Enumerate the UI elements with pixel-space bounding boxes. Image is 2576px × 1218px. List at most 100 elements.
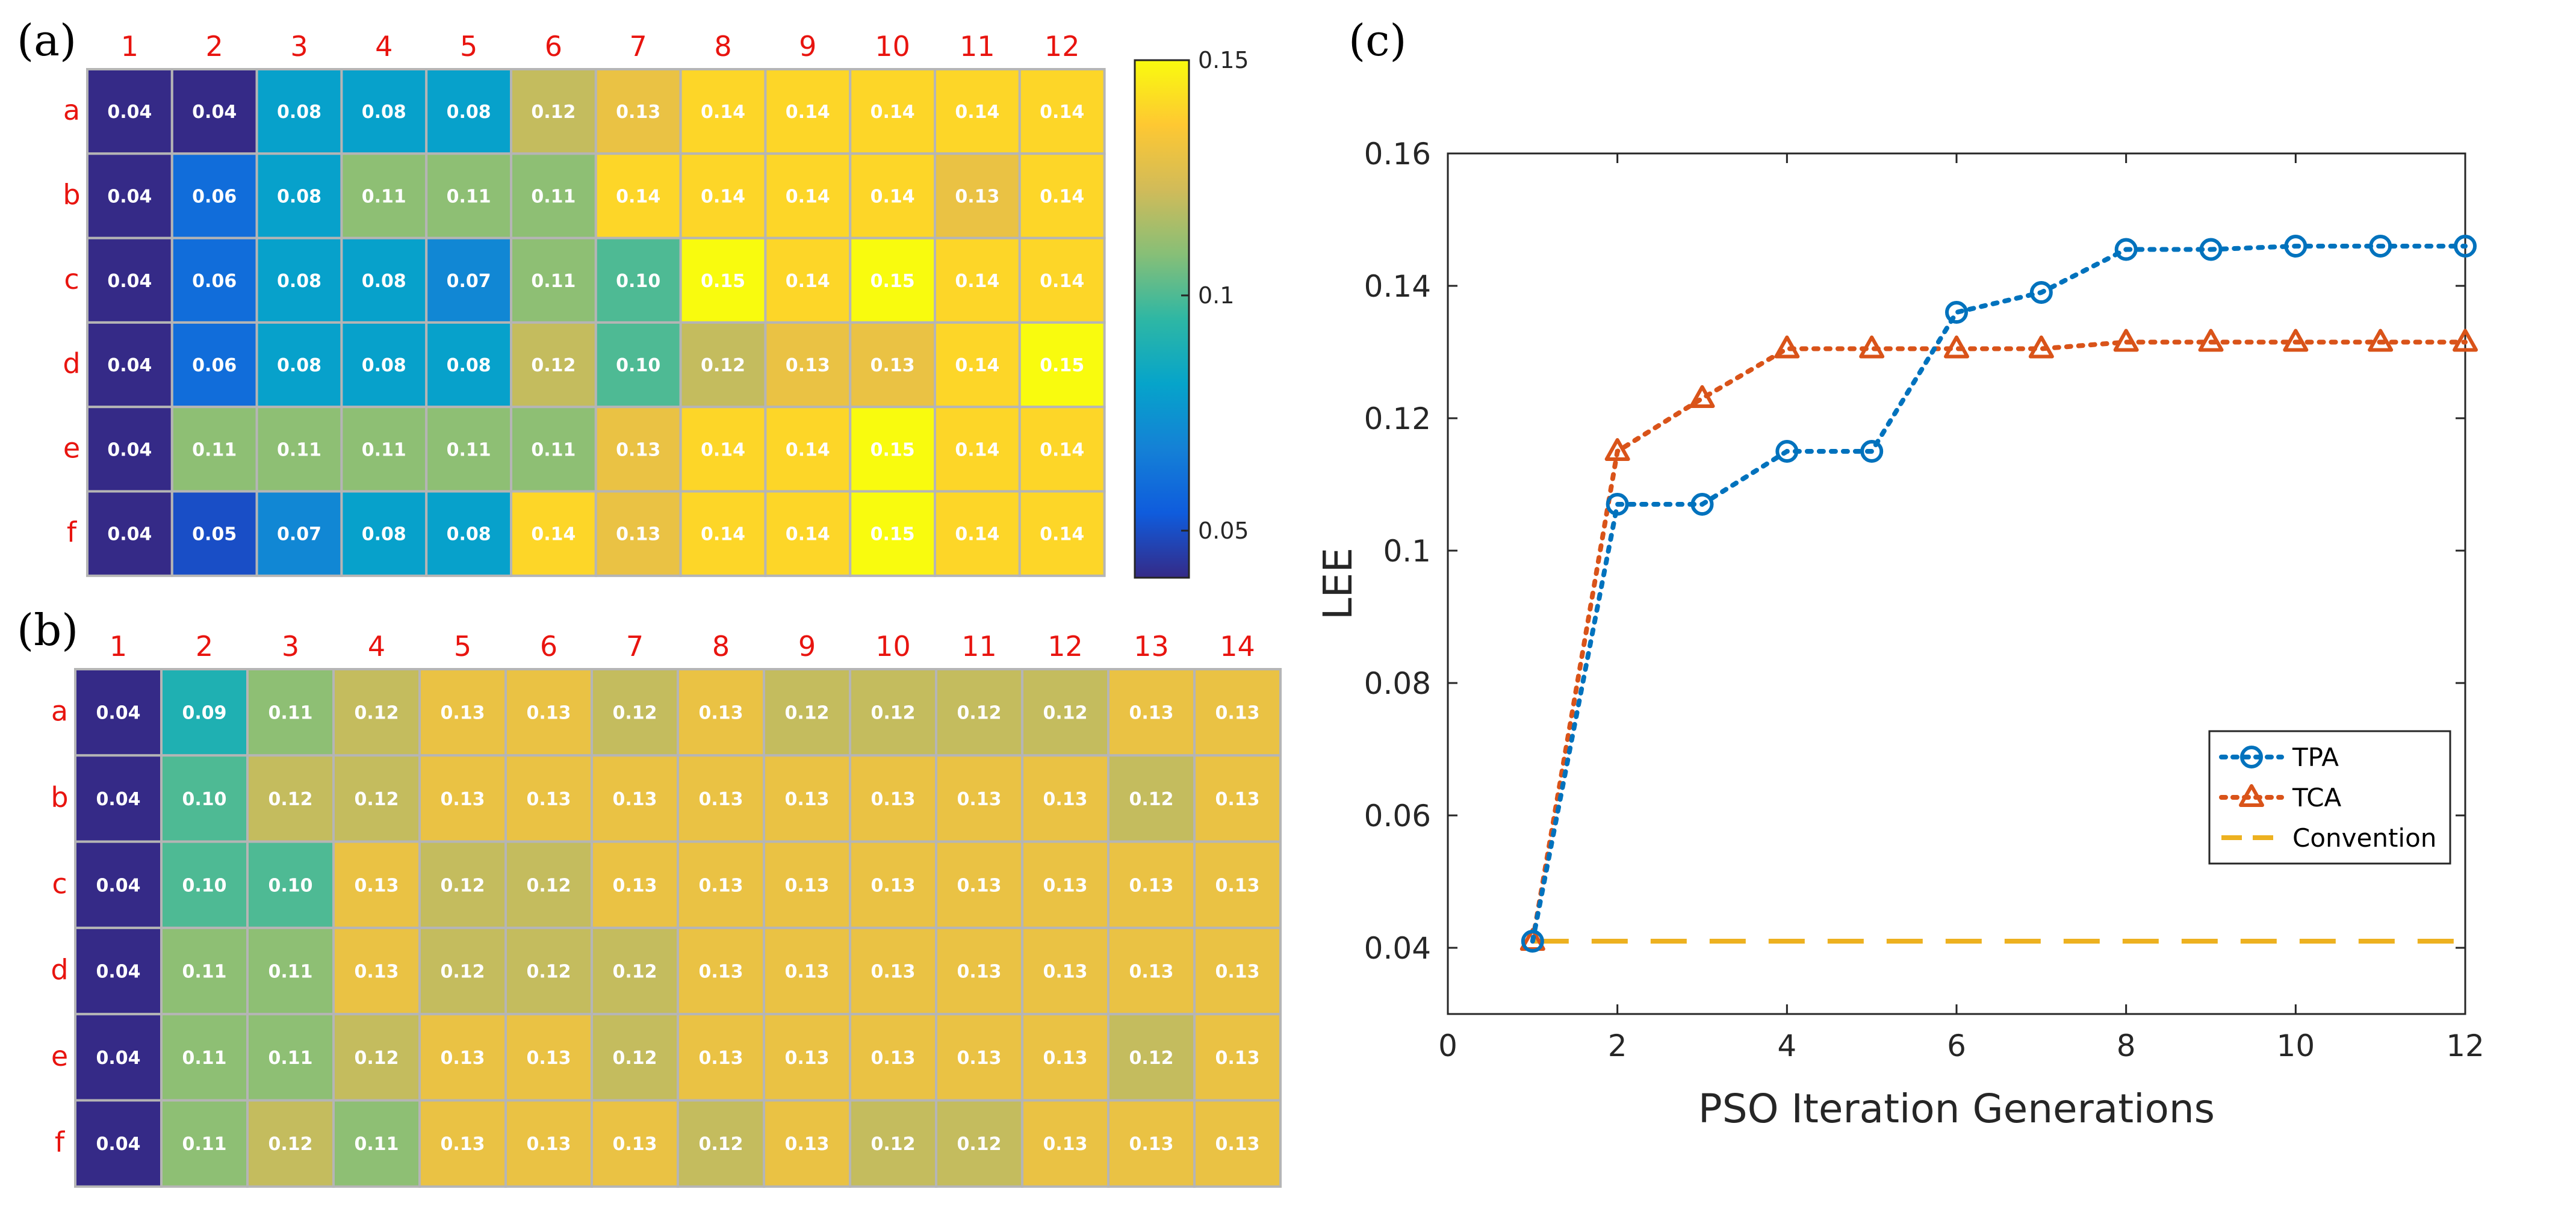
column-label: 13 (1134, 630, 1169, 663)
heatmap-cell-value: 0.10 (268, 875, 312, 896)
heatmap-cell-value: 0.08 (362, 355, 406, 376)
heatmap-cell-value: 0.12 (612, 1048, 657, 1069)
heatmap-cell-value: 0.10 (182, 789, 226, 810)
heatmap-cell-value: 0.13 (1129, 962, 1173, 983)
heatmap-cell-value: 0.13 (354, 875, 399, 896)
colorbar: 0.15 0.1 0.05 (1134, 47, 1249, 579)
heatmap-cell (1021, 926, 1110, 1016)
heatmap-cell-value: 0.10 (616, 271, 660, 292)
heatmap-cell-value: 0.04 (192, 102, 237, 123)
heatmap-cell-value: 0.13 (786, 355, 830, 376)
heatmap-cell (679, 152, 767, 240)
heatmap-cell-value: 0.13 (784, 1048, 829, 1069)
heatmap-cell (1193, 1013, 1282, 1102)
heatmap-cell-value: 0.14 (786, 271, 830, 292)
heatmap-cell (1107, 754, 1196, 843)
heatmap-cell (1107, 668, 1196, 757)
heatmap-cell-value: 0.08 (447, 524, 491, 545)
colorbar-tick-label: 0.05 (1198, 518, 1249, 544)
heatmap-cell-value: 0.11 (268, 703, 312, 724)
heatmap-cell (170, 152, 258, 240)
heatmap-b: 0.04 0.09 0.11 0.12 0.13 0.13 0.12 0.13 0.12 0.12… (51, 630, 1282, 1188)
heatmap-cell (1193, 840, 1282, 929)
heatmap-cell-value: 0.13 (526, 703, 571, 724)
heatmap-cell-value: 0.12 (701, 355, 745, 376)
x-axis-label: PSO Iteration Generations (1698, 1086, 2215, 1132)
legend-label-convention: Convention (2292, 823, 2436, 853)
heatmap-cell (160, 1099, 249, 1188)
heatmap-cell-value: 0.15 (701, 271, 745, 292)
heatmap-cell-value: 0.06 (192, 271, 237, 292)
heatmap-cell-value: 0.14 (701, 439, 745, 460)
heatmap-cell-value: 0.13 (698, 1048, 743, 1069)
heatmap-a: 0.04 0.04 0.08 0.08 0.08 0.12 0.13 0.14 0.14 0.14… (63, 30, 1106, 577)
heatmap-cell (86, 321, 173, 409)
heatmap-cell (679, 68, 767, 155)
heatmap-cell (504, 668, 593, 757)
heatmap-cell-value: 0.15 (871, 524, 915, 545)
heatmap-cell-value: 0.13 (440, 1134, 485, 1155)
heatmap-cell (1107, 1099, 1196, 1188)
legend-marker-tca (2239, 784, 2264, 807)
heatmap-cell-value: 0.05 (192, 524, 237, 545)
heatmap-cell-value: 0.13 (1043, 1048, 1087, 1069)
heatmap-cell-value: 0.14 (531, 524, 576, 545)
heatmap-cell-value: 0.08 (447, 355, 491, 376)
data-point-tca (1689, 385, 1715, 408)
heatmap-cell-value: 0.13 (1215, 962, 1259, 983)
y-axis-label: LEE (1315, 548, 1361, 620)
heatmap-cell (764, 490, 852, 577)
heatmap-cell-value: 0.12 (354, 789, 399, 810)
heatmap-cell-value: 0.13 (871, 875, 915, 896)
panel-label-c: (c) (1349, 15, 1407, 66)
heatmap-cell-value: 0.12 (871, 1134, 915, 1155)
y-tick-label: 0.04 (1364, 931, 1431, 966)
heatmap-cell-value: 0.11 (531, 271, 576, 292)
heatmap-cell (246, 754, 335, 843)
data-point-tpa (1945, 301, 1968, 324)
column-label: 12 (1047, 630, 1083, 663)
heatmap-cell-value: 0.13 (957, 1048, 1001, 1069)
heatmap-cell-value: 0.14 (955, 439, 999, 460)
heatmap-cell (764, 152, 852, 240)
heatmap-cell-value: 0.13 (784, 962, 829, 983)
heatmap-cell-value: 0.09 (182, 703, 226, 724)
heatmap-cell (170, 68, 258, 155)
heatmap-cell-value: 0.04 (96, 962, 140, 983)
heatmap-cell (340, 152, 428, 240)
heatmap-cell-value: 0.13 (1129, 703, 1173, 724)
x-tick-label: 2 (1608, 1028, 1627, 1063)
heatmap-cell (763, 668, 851, 757)
heatmap-cell-value: 0.10 (616, 355, 660, 376)
heatmap-cell (332, 754, 421, 843)
heatmap-cell-value: 0.13 (784, 1134, 829, 1155)
heatmap-cell-value: 0.13 (612, 875, 657, 896)
heatmap-cell (86, 490, 173, 577)
heatmap-cell-value: 0.12 (957, 703, 1001, 724)
heatmap-cell-value: 0.06 (192, 186, 237, 207)
column-label: 4 (375, 30, 393, 63)
heatmap-cell (849, 490, 936, 577)
heatmap-cell-value: 0.13 (1215, 1048, 1259, 1069)
heatmap-cell-value: 0.13 (1043, 1134, 1087, 1155)
data-point-tca (2453, 329, 2478, 352)
panel-label-b: (b) (17, 605, 78, 655)
heatmap-cell (849, 321, 936, 409)
heatmap-cell-value: 0.12 (612, 703, 657, 724)
heatmap-cell (510, 490, 597, 577)
line-chart-c: 0 2 4 6 8 10 12 0.04 0.06 0.08 0.1 0.12 0.14 0.16 PSO… (1315, 137, 2484, 1132)
column-label: 9 (798, 630, 816, 663)
row-label: b (51, 781, 68, 814)
heatmap-cell (849, 754, 937, 843)
heatmap-cell-value: 0.12 (1043, 703, 1087, 724)
heatmap-cell-value: 0.14 (786, 186, 830, 207)
column-label: 2 (206, 30, 223, 63)
heatmap-cell (246, 840, 335, 929)
heatmap-cell (1193, 1099, 1282, 1188)
heatmap-cell-value: 0.12 (354, 703, 399, 724)
row-label: d (51, 954, 68, 986)
heatmap-cell (1018, 321, 1106, 409)
heatmap-cell-value: 0.13 (1215, 789, 1259, 810)
column-label: 4 (368, 630, 385, 663)
heatmap-cell (1193, 668, 1282, 757)
